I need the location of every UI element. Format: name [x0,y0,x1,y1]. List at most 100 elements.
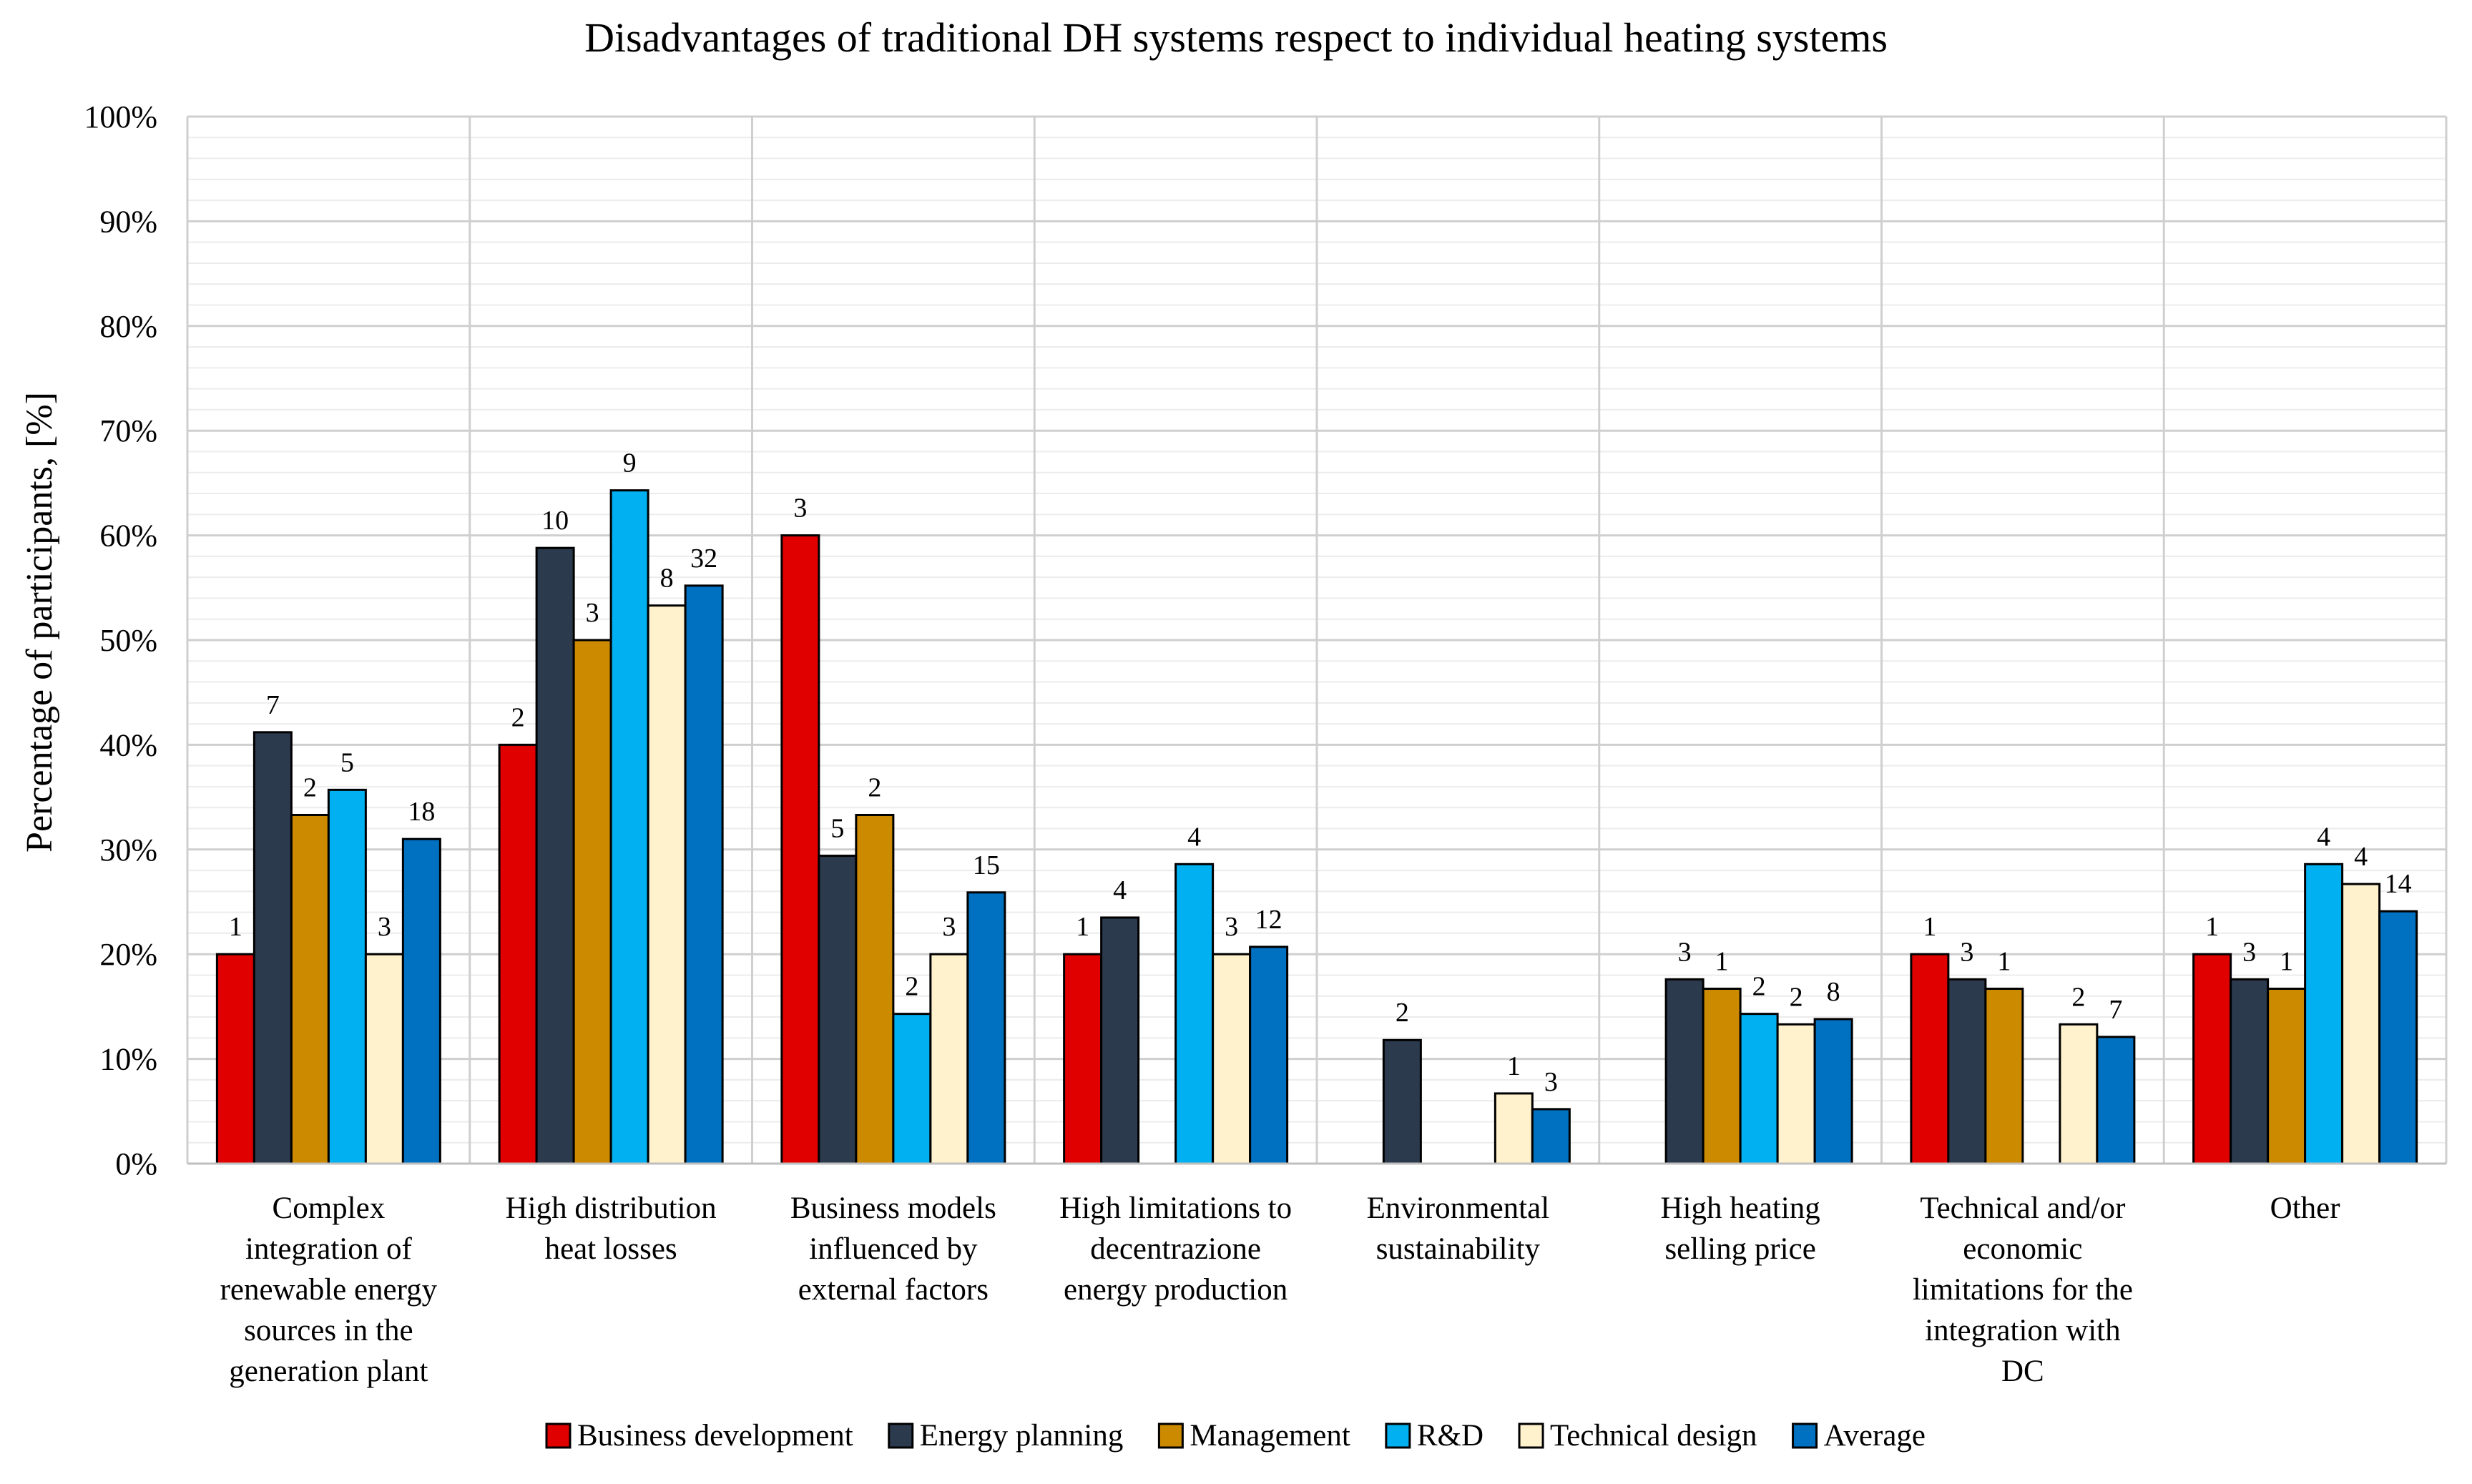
y-tick-label: 0% [115,1146,157,1181]
data-label: 2 [303,772,317,802]
bar [215,953,255,1165]
bar [966,891,1006,1165]
category-labels: Complex integration of renewable energy sou… [220,1191,2340,1388]
legend-item: Management [1157,1419,1350,1453]
data-label: 10 [541,506,569,536]
legend-item: Technical design [1518,1419,1757,1453]
y-tick-label: 10% [99,1042,157,1077]
category-label: Environmental sustainability [1367,1191,1550,1266]
data-label: 7 [266,690,280,720]
data-label: 4 [1187,822,1201,852]
legend-label: R&D [1417,1419,1483,1453]
category-label: Technical and/or economic limitations for … [1913,1191,2133,1388]
data-label: 7 [2109,995,2122,1025]
data-label: 1 [1923,912,1936,942]
legend-swatch [545,1422,572,1449]
data-label: 2 [511,702,525,732]
bar [1702,988,1742,1165]
bar [780,534,820,1165]
legend-swatch [1792,1422,1818,1449]
data-label: 8 [1827,977,1840,1007]
bar [327,788,367,1165]
data-label: 1 [1507,1051,1521,1081]
data-label: 12 [1255,905,1282,935]
bar [2267,988,2307,1165]
data-label: 14 [2385,869,2412,899]
y-tick-label: 30% [99,832,157,868]
data-label: 2 [2071,982,2085,1012]
legend-label: Average [1824,1419,1926,1453]
bar [498,743,538,1165]
bar [1494,1092,1534,1165]
data-label: 3 [378,912,391,942]
legend-item: Energy planning [888,1419,1124,1453]
bar [609,489,649,1165]
data-label: 3 [793,493,807,524]
bar [2096,1036,2136,1165]
bar [2230,978,2270,1165]
category-label: Other [2270,1191,2340,1225]
data-label: 3 [1678,937,1692,967]
bar [2059,1023,2099,1165]
legend-label: Energy planning [920,1419,1124,1453]
bar [1947,978,1987,1165]
bar [2341,883,2381,1165]
y-tick-label: 50% [99,623,157,658]
bar [535,546,575,1165]
chart-title: Disadvantages of traditional DH systems … [584,14,1888,61]
data-label: 3 [1225,912,1238,942]
bar [2378,910,2418,1165]
legend-swatch [1385,1422,1411,1449]
bar [1910,953,1950,1165]
data-label: 8 [660,564,674,594]
data-label: 1 [2205,912,2219,942]
category-label: Business models influenced by external fac… [790,1191,996,1307]
y-tick-label: 70% [99,413,157,448]
legend: Business development Energy planning Manag… [545,1419,1926,1453]
category-label: Complex integration of renewable energy sou… [220,1191,438,1388]
y-axis-label: Percentage of participants, [%] [19,392,60,852]
bar [1063,953,1103,1165]
data-label: 9 [623,448,637,478]
data-label: 3 [1960,937,1973,967]
legend-label: Technical design [1550,1419,1757,1453]
bar [1382,1038,1422,1165]
data-label: 4 [2354,842,2368,872]
legend-label: Management [1190,1419,1350,1453]
bar [1249,945,1289,1165]
legend-label: Business development [577,1419,853,1453]
data-label: 5 [340,747,354,777]
data-label: 1 [1997,947,2011,977]
data-label: 15 [973,850,1000,880]
bar [929,953,969,1165]
legend-item: R&D [1385,1419,1483,1453]
data-label: 18 [408,797,435,827]
data-label: 32 [690,544,717,574]
y-tick-labels: 0% 10% 20% 30% 40% 50% 60% 70% 80% 90% 100% [84,99,157,1181]
bar [252,731,293,1165]
bar [572,639,612,1165]
bar [1813,1018,1853,1165]
bar [818,855,858,1165]
y-tick-label: 40% [99,727,157,762]
data-label: 4 [2317,822,2330,852]
data-label: 3 [2242,937,2256,967]
data-label: 2 [868,772,881,802]
data-label: 4 [1113,875,1127,905]
data-label: 3 [942,912,956,942]
legend-swatch [888,1422,914,1449]
bar [1531,1108,1571,1165]
data-label: 1 [229,912,242,942]
bar [1664,978,1705,1165]
data-label: 1 [2280,947,2293,977]
legend-item: Average [1792,1419,1926,1453]
data-label: 5 [830,814,844,844]
bar [401,837,441,1165]
bar [1984,988,2024,1165]
bar [1174,863,1215,1165]
bar [364,953,404,1165]
bar [1100,916,1140,1165]
y-tick-label: 60% [99,519,157,554]
